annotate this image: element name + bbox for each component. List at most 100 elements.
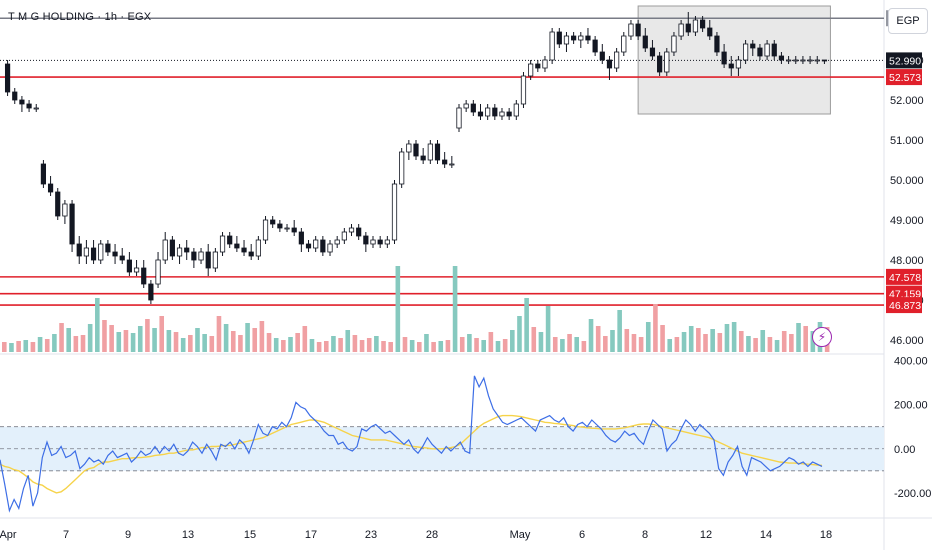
volume-bar-12 [87, 324, 93, 352]
volume-bar-31 [223, 324, 229, 352]
volume-bar-39 [281, 340, 286, 352]
volume-bar-64 [459, 337, 465, 352]
candle-body-23 [169, 239, 175, 257]
candle-body-78 [563, 35, 570, 45]
candle-body-50 [363, 235, 369, 245]
volume-bar-24 [173, 332, 179, 352]
volume-bar-73 [524, 298, 529, 352]
volume-bar-32 [230, 331, 236, 352]
candle-body-4 [33, 107, 39, 110]
candle-body-47 [341, 231, 347, 241]
volume-bar-50 [359, 340, 365, 352]
volume-bar-33 [238, 335, 243, 352]
time-label-8: May [510, 529, 531, 541]
volume-bar-85 [610, 330, 615, 352]
candle-body-35 [255, 239, 261, 257]
candle-body-101 [728, 63, 734, 69]
volume-bar-53 [381, 341, 386, 352]
volume-bar-71 [510, 330, 515, 352]
candle-body-68 [492, 107, 498, 117]
volume-bar-105 [753, 338, 758, 352]
candle-body-28 [205, 251, 211, 269]
volume-bar-69 [495, 341, 501, 352]
volume-bar-47 [338, 338, 343, 352]
candle-body-15 [112, 251, 118, 257]
candle-body-48 [348, 227, 355, 233]
candle-body-21 [155, 259, 161, 285]
volume-bar-55 [395, 266, 401, 352]
volume-bar-79 [567, 334, 572, 352]
volume-bar-61 [438, 341, 444, 352]
symbol-title[interactable]: T M G HOLDING · 1h · EGX [8, 11, 152, 23]
volume-bar-43 [309, 339, 315, 352]
volume-bar-25 [180, 338, 186, 352]
price-label-current: 52.990 [889, 55, 921, 67]
flash-icon[interactable]: ⚡ [812, 327, 832, 347]
candle-body-59 [427, 143, 433, 161]
time-label-10: 8 [642, 529, 648, 541]
candle-body-40 [291, 227, 297, 233]
volume-bar-97 [696, 328, 701, 352]
candle-body-46 [334, 239, 340, 245]
candle-body-99 [714, 35, 720, 53]
candle-body-51 [370, 239, 376, 245]
cci-tick-1: 200.00 [894, 400, 928, 412]
volume-bar-38 [273, 338, 279, 352]
volume-bar-76 [545, 306, 551, 352]
candle-body-57 [413, 143, 419, 157]
volume-bar-27 [195, 328, 200, 352]
time-label-13: 18 [820, 529, 832, 541]
candle-body-39 [284, 227, 290, 230]
candle-body-43 [313, 239, 319, 249]
currency-button[interactable]: EGP [888, 8, 928, 34]
candle-body-77 [556, 31, 562, 45]
price-label-current-bg [886, 52, 922, 69]
candle-body-92 [664, 51, 670, 73]
candle-body-52 [377, 239, 383, 245]
volume-bar-13 [95, 298, 100, 352]
candle-body-85 [614, 51, 620, 69]
volume-bar-86 [617, 310, 622, 352]
volume-bar-67 [481, 340, 486, 352]
candle-body-56 [406, 143, 412, 153]
candle-body-3 [26, 103, 32, 109]
candle-body-32 [234, 243, 240, 249]
price-label-level-3-bg [886, 297, 922, 314]
volume-bar-111 [796, 323, 801, 352]
candle-body-38 [277, 223, 283, 229]
volume-bar-5 [37, 337, 43, 352]
candle-body-82 [592, 39, 598, 53]
volume-bar-3 [23, 340, 29, 352]
volume-bar-7 [52, 334, 57, 352]
candle-body-89 [642, 35, 648, 49]
candle-body-67 [485, 107, 491, 117]
candle-body-84 [606, 59, 613, 69]
volume-bar-87 [624, 329, 630, 352]
volume-bar-6 [44, 339, 50, 352]
candle-body-9 [69, 203, 75, 245]
volume-bar-109 [781, 331, 787, 352]
volume-bar-48 [345, 330, 351, 352]
candle-body-53 [384, 239, 390, 245]
volume-bar-107 [767, 337, 773, 352]
candle-body-75 [542, 59, 548, 69]
candle-body-107 [771, 43, 777, 57]
candle-body-62 [449, 163, 455, 166]
candle-body-112 [807, 59, 813, 62]
candle-body-69 [499, 111, 505, 117]
candle-body-26 [191, 251, 197, 261]
volume-bar-89 [638, 337, 644, 352]
candle-body-83 [599, 51, 605, 61]
price-label-level-0-bg [886, 69, 922, 86]
candle-body-72 [520, 75, 527, 105]
time-label-12: 14 [760, 529, 772, 541]
time-label-3: 13 [182, 529, 194, 541]
volume-bar-58 [417, 342, 422, 352]
candle-body-109 [785, 59, 792, 62]
volume-bar-92 [660, 325, 665, 352]
candle-body-106 [764, 43, 770, 57]
volume-bar-108 [774, 340, 780, 352]
candle-body-6 [47, 183, 54, 193]
candle-body-20 [148, 283, 154, 301]
candle-body-87 [628, 23, 634, 37]
